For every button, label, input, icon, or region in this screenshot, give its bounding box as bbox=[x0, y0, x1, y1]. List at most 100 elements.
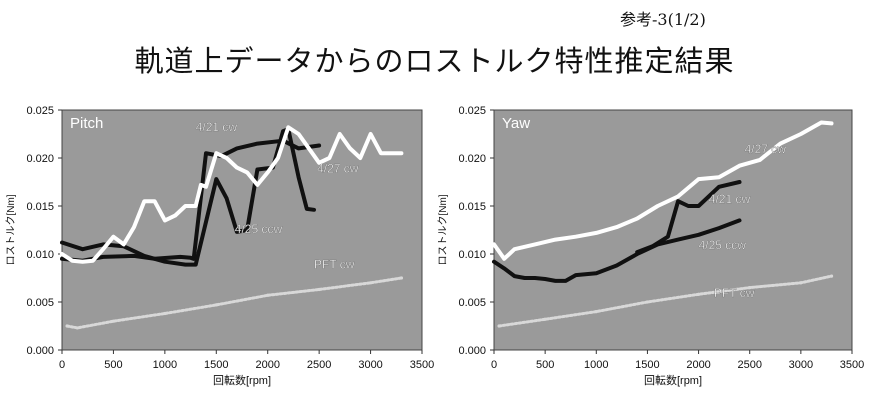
x-tick-label: 500 bbox=[104, 359, 122, 371]
data-point-4-25-ccw bbox=[281, 129, 285, 133]
data-point-4-27-cw bbox=[91, 259, 95, 263]
data-point-4-21-cw bbox=[296, 146, 301, 150]
x-tick-label: 3000 bbox=[358, 359, 382, 371]
data-point-4-27-cw bbox=[122, 242, 126, 246]
data-point-pft-cw bbox=[163, 311, 167, 316]
data-point-4-25-ccw bbox=[564, 279, 568, 283]
data-point-4-21-cw bbox=[666, 235, 670, 239]
data-point-4-27-cw bbox=[317, 161, 321, 165]
data-point-4-25-ccw bbox=[717, 226, 721, 230]
x-tick-label: 0 bbox=[59, 359, 65, 371]
data-point-4-21-cw bbox=[188, 256, 193, 260]
series-label-4-25-ccw: 4/25 ccw bbox=[235, 222, 283, 236]
data-point-4-27-cw bbox=[358, 156, 362, 160]
data-point-4-25-ccw bbox=[305, 207, 309, 211]
data-point-4-27-cw bbox=[758, 158, 762, 162]
data-point-4-21-cw bbox=[132, 254, 136, 258]
data-point-4-25-ccw bbox=[676, 238, 680, 242]
data-point-4-25-ccw bbox=[656, 242, 660, 246]
data-point-4-27-cw bbox=[199, 183, 203, 187]
data-point-4-27-cw bbox=[696, 177, 701, 181]
x-tick-label: 1000 bbox=[584, 359, 608, 371]
data-point-pft-cw bbox=[111, 319, 116, 323]
y-tick-label: 0.005 bbox=[458, 297, 486, 309]
y-tick-label: 0.020 bbox=[458, 153, 486, 165]
data-point-4-27-cw bbox=[512, 247, 517, 251]
data-point-4-27-cw bbox=[204, 185, 208, 189]
y-tick-label: 0.005 bbox=[26, 297, 54, 309]
data-point-pft-cw bbox=[368, 281, 373, 285]
page-title: 軌道上データからのロストルク特性推定結果 bbox=[134, 44, 735, 78]
data-point-4-27-cw bbox=[737, 164, 742, 168]
data-point-4-27-cw bbox=[819, 120, 823, 125]
data-point-4-21-cw bbox=[676, 199, 680, 203]
data-point-4-25-ccw bbox=[60, 240, 64, 245]
data-point-4-25-ccw bbox=[574, 273, 578, 277]
data-point-4-27-cw bbox=[338, 132, 342, 136]
data-point-pft-cw bbox=[799, 281, 803, 285]
data-point-4-21-cw bbox=[737, 180, 742, 184]
data-point-4-25-ccw bbox=[543, 277, 547, 281]
data-point-pft-cw bbox=[75, 326, 80, 330]
data-point-pft-cw bbox=[317, 287, 321, 292]
y-tick-label: 0.015 bbox=[458, 201, 486, 213]
data-point-4-25-ccw bbox=[80, 247, 85, 251]
data-point-4-25-ccw bbox=[533, 276, 537, 280]
data-point-4-27-cw bbox=[389, 151, 393, 155]
data-point-4-25-ccw bbox=[635, 252, 639, 256]
data-point-4-27-cw bbox=[379, 151, 383, 155]
y-tick-label: 0.000 bbox=[458, 345, 486, 357]
y-tick-label: 0.025 bbox=[458, 105, 486, 117]
series-label-pft-cw: PFT cw bbox=[314, 257, 355, 271]
x-tick-label: 3500 bbox=[410, 359, 434, 371]
data-point-4-27-cw bbox=[656, 204, 660, 208]
data-point-4-21-cw bbox=[178, 255, 182, 259]
data-point-4-25-ccw bbox=[553, 279, 557, 283]
series-label-4-27-cw: 4/27 cw bbox=[745, 142, 787, 156]
data-point-4-27-cw bbox=[111, 235, 116, 239]
data-point-pft-cw bbox=[696, 292, 701, 296]
data-point-4-27-cw bbox=[635, 216, 639, 221]
y-tick-label: 0.010 bbox=[26, 249, 54, 261]
data-point-4-27-cw bbox=[276, 156, 280, 160]
x-axis-label: 回転数[rpm] bbox=[644, 374, 702, 387]
y-tick-label: 0.025 bbox=[26, 105, 54, 117]
data-point-4-27-cw bbox=[101, 247, 105, 251]
series-label-4-25-ccw: 4/25 ccw bbox=[699, 238, 747, 252]
data-point-4-21-cw bbox=[60, 257, 64, 261]
data-point-4-27-cw bbox=[245, 170, 249, 174]
data-point-4-25-ccw bbox=[255, 167, 260, 172]
data-point-4-25-ccw bbox=[245, 228, 249, 232]
panel-label: Pitch bbox=[70, 115, 103, 132]
data-point-4-21-cw bbox=[235, 146, 239, 150]
data-point-4-27-cw bbox=[574, 235, 578, 239]
data-point-4-27-cw bbox=[173, 214, 177, 218]
data-point-4-27-cw bbox=[327, 156, 332, 160]
data-point-4-21-cw bbox=[192, 257, 196, 261]
panel-label: Yaw bbox=[502, 115, 530, 132]
y-tick-label: 0.010 bbox=[458, 249, 486, 261]
yaw-chart: 0.000 0.005 0.010 0.015 0.020 0.025 0 500 1000 15… bbox=[437, 105, 864, 387]
data-point-4-25-ccw bbox=[224, 196, 229, 200]
data-point-4-27-cw bbox=[502, 257, 506, 261]
data-point-4-25-ccw bbox=[615, 263, 619, 268]
data-point-4-27-cw bbox=[348, 146, 352, 150]
y-tick-label: 0.015 bbox=[26, 201, 54, 213]
data-point-4-27-cw bbox=[594, 231, 598, 235]
data-point-4-25-ccw bbox=[594, 271, 598, 275]
data-point-pft-cw bbox=[543, 317, 547, 321]
x-axis-label: 回転数[rpm] bbox=[213, 374, 271, 387]
reference-number: 参考-3(1/2) bbox=[620, 10, 706, 29]
data-point-pft-cw bbox=[65, 324, 69, 328]
data-point-4-25-ccw bbox=[163, 260, 167, 264]
data-point-pft-cw bbox=[594, 310, 598, 314]
data-point-4-27-cw bbox=[553, 238, 557, 242]
data-point-4-21-cw bbox=[204, 151, 208, 155]
data-point-4-21-cw bbox=[717, 185, 721, 189]
data-point-pft-cw bbox=[748, 286, 752, 290]
data-point-4-27-cw bbox=[615, 225, 619, 229]
data-point-4-27-cw bbox=[399, 151, 404, 155]
data-point-4-27-cw bbox=[676, 194, 680, 198]
series-label-4-21-cw: 4/21 cw bbox=[196, 120, 238, 134]
data-point-4-27-cw bbox=[194, 204, 198, 208]
